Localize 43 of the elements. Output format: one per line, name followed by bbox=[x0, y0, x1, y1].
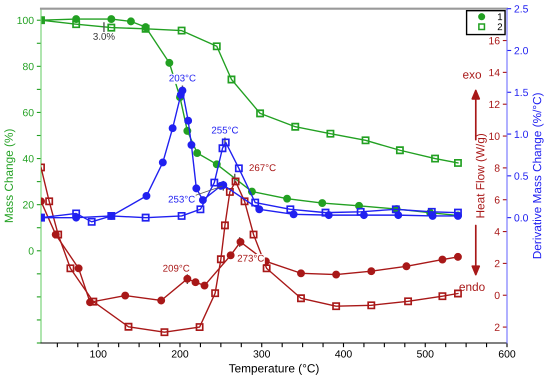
annotation: endo bbox=[459, 282, 485, 292]
y2-tick-label: 6 bbox=[494, 196, 500, 204]
y2-tick-label: 16 bbox=[489, 37, 500, 44]
y-axis-title: Mass Change (%) bbox=[4, 129, 16, 222]
x-tick-label: 300 bbox=[253, 350, 270, 358]
x-tick-label: 400 bbox=[335, 350, 352, 358]
y2-tick-label: 12 bbox=[489, 100, 500, 108]
y3-tick-label: 0.0 bbox=[514, 214, 528, 222]
legend-label: 2 bbox=[498, 23, 502, 30]
y-tick-label: 0 bbox=[28, 247, 34, 255]
y2-tick-label: 0 bbox=[494, 292, 500, 300]
y-tick-label: 60 bbox=[23, 108, 34, 116]
y2-tick-label: 10 bbox=[489, 132, 500, 140]
annotation: 267°C bbox=[249, 164, 276, 172]
y3-tick-label: 1.0 bbox=[514, 130, 528, 138]
y3-tick-label: 2.5 bbox=[514, 5, 528, 13]
y2-tick-label: 4 bbox=[494, 228, 500, 236]
y2-tick-label: 14 bbox=[489, 68, 500, 76]
y2-tick-label: 2 bbox=[494, 324, 500, 331]
x-tick-label: 100 bbox=[90, 350, 107, 358]
x-tick-label: 200 bbox=[172, 350, 188, 358]
annotation: exo bbox=[463, 72, 482, 79]
y3-tick-label: 0.5 bbox=[514, 172, 528, 180]
x-tick-label: 500 bbox=[416, 350, 434, 358]
y3-tick-label: 1.5 bbox=[514, 88, 528, 96]
y3-tick-label: 2.0 bbox=[514, 46, 528, 54]
annotation: 3.0% bbox=[93, 32, 115, 40]
x-tick-label: 600 bbox=[498, 350, 516, 358]
annotation: 253°C bbox=[168, 196, 195, 203]
y2-tick-label: 2 bbox=[494, 260, 500, 268]
annotation: 255°C bbox=[212, 126, 238, 134]
y-tick-label: 80 bbox=[22, 62, 34, 70]
x-axis-title: Temperature (°C) bbox=[228, 364, 319, 375]
y-tick-label: 100 bbox=[17, 16, 34, 24]
annotation: 209°C bbox=[163, 264, 190, 272]
annotation: 203°C bbox=[169, 74, 196, 82]
annotation: 273°C bbox=[238, 254, 264, 262]
y-tick-label: 20 bbox=[22, 201, 34, 209]
y3-axis-title: Derivative Mass Change (%/°C) bbox=[532, 93, 544, 258]
y-tick-label: 40 bbox=[22, 155, 34, 162]
y2-axis-title: Heat Flow (W/g) bbox=[476, 134, 487, 218]
y2-tick-label: 8 bbox=[494, 164, 500, 172]
legend-label: 1 bbox=[498, 13, 502, 20]
